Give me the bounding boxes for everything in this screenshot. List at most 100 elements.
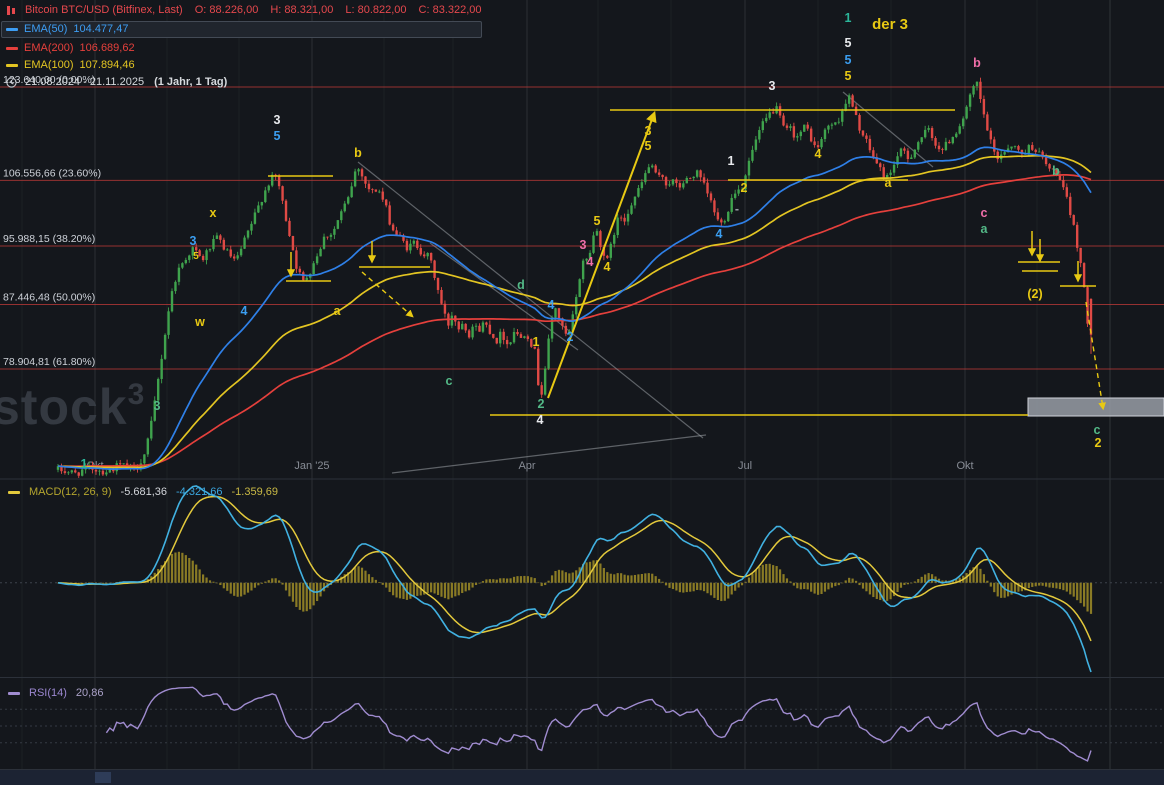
wave-label[interactable]: c xyxy=(981,206,988,220)
indicator-row-ema50[interactable]: EMA(50) 104.477,47 xyxy=(1,21,482,38)
wave-label[interactable]: a xyxy=(334,304,342,318)
wave-label[interactable]: 5 xyxy=(645,139,652,153)
macd-signal-line[interactable] xyxy=(57,495,1092,642)
wave-label[interactable]: 3 xyxy=(645,124,652,138)
wave-label[interactable]: 4 xyxy=(604,260,611,274)
ema200-line-icon xyxy=(6,47,18,50)
wave-label[interactable]: 5 xyxy=(193,251,199,262)
wave-label[interactable]: der 3 xyxy=(872,16,908,33)
wave-label[interactable]: 5 xyxy=(845,36,852,50)
fib-level-label: 95.988,15 (38.20%) xyxy=(3,233,95,245)
macd-legend-row[interactable]: MACD(12, 26, 9) -5.681,36 -4.321,66 -1.3… xyxy=(8,486,278,498)
indicator-row-ema100[interactable]: EMA(100) 107.894,46 xyxy=(6,59,482,72)
legend-overlay: Bitcoin BTC/USD (Bitfinex, Last) O: 88.2… xyxy=(1,4,482,93)
rsi-label: RSI(14) xyxy=(29,687,67,699)
wave-label[interactable]: 3 xyxy=(190,234,197,248)
macd-label: MACD(12, 26, 9) xyxy=(29,486,112,498)
macd-value-signal: -4.321,66 xyxy=(176,486,223,498)
x-axis-label: Okt xyxy=(956,460,973,472)
trendline-layer[interactable] xyxy=(357,91,934,474)
wave-label[interactable]: 2 xyxy=(538,397,545,411)
rsi-value: 20,86 xyxy=(75,687,104,699)
symbol-legend-row[interactable]: Bitcoin BTC/USD (Bitfinex, Last) O: 88.2… xyxy=(6,4,482,17)
ema50-value: 104.477,47 xyxy=(73,23,129,35)
wave-label[interactable]: c xyxy=(1094,423,1101,437)
ema200-value: 106.689,62 xyxy=(79,42,135,54)
symbol-title: Bitcoin BTC/USD (Bitfinex, Last) xyxy=(25,4,183,16)
ema100-label: EMA(100) xyxy=(24,59,74,71)
fib-level-label: 87.446,48 (50.00%) xyxy=(3,291,95,303)
fib-level-label: 78.904,81 (61.80%) xyxy=(3,356,95,368)
rsi-legend-row[interactable]: RSI(14) 20,86 xyxy=(8,687,103,699)
wave-label[interactable]: 5 xyxy=(845,69,852,83)
wave-label[interactable]: 3 xyxy=(769,79,776,93)
wave-label[interactable]: d xyxy=(517,278,525,292)
wave-label[interactable]: b xyxy=(1052,164,1060,178)
bottom-bar[interactable] xyxy=(0,770,1164,785)
wave-label[interactable]: 2 xyxy=(1095,436,1102,450)
indicator-row-ema200[interactable]: EMA(200) 106.689,62 xyxy=(6,42,482,55)
ema100-value: 107.894,46 xyxy=(79,59,135,71)
target-zone-box[interactable] xyxy=(1027,397,1164,417)
fib-level-label: 106.556,66 (23.60%) xyxy=(3,167,101,179)
yellow-annotation-layer[interactable] xyxy=(268,109,1106,416)
wave-label[interactable]: 4 xyxy=(815,147,822,161)
fib-level-label: 123.640,00 (0.00%) xyxy=(3,74,95,86)
macd-line-icon xyxy=(8,490,20,494)
wave-label[interactable]: 1 xyxy=(845,11,852,25)
x-axis-labels: Okt Jan '25 Apr Jul Okt xyxy=(86,460,973,472)
wave-label[interactable]: 2 xyxy=(567,330,574,344)
wave-label[interactable]: 2 xyxy=(741,181,748,195)
date-range-detail: (1 Jahr, 1 Tag) xyxy=(154,76,228,88)
ema100-line-icon xyxy=(6,64,18,67)
wave-label[interactable]: 4 xyxy=(537,413,544,427)
x-axis-label: Apr xyxy=(518,460,535,472)
wave-label[interactable]: x xyxy=(210,206,217,220)
wave-label[interactable]: 4 xyxy=(587,255,594,269)
stock3-watermark: stock3 xyxy=(0,378,145,435)
low-value: L: 80.822,00 xyxy=(345,4,407,16)
wave-label[interactable]: 4 xyxy=(716,227,723,241)
wave-label[interactable]: 5 xyxy=(845,53,852,67)
wave-label[interactable]: (2) xyxy=(1027,287,1042,301)
macd-value-main: -5.681,36 xyxy=(120,486,168,498)
wave-label[interactable]: 3 xyxy=(154,399,161,413)
wave-label[interactable]: c xyxy=(446,374,453,388)
high-value: H: 88.321,00 xyxy=(270,4,334,16)
wave-label[interactable]: 4 xyxy=(548,298,555,312)
wave-label[interactable]: 3 xyxy=(580,238,587,252)
open-value: O: 88.226,00 xyxy=(194,4,259,16)
wave-label[interactable]: 1 xyxy=(728,154,735,168)
ema50-label: EMA(50) xyxy=(24,23,68,35)
x-axis-label: Jul xyxy=(738,460,752,472)
date-range-text: 21.08.2024 - 21.11.2025 xyxy=(25,76,145,88)
wave-label[interactable]: 3 xyxy=(274,113,281,127)
macd-line[interactable] xyxy=(57,485,1092,673)
rsi-line[interactable] xyxy=(105,686,1092,762)
wave-label[interactable]: 1 xyxy=(533,335,540,349)
rsi-line-icon xyxy=(8,691,20,695)
wave-label[interactable]: a xyxy=(981,222,989,236)
wave-label[interactable]: 5 xyxy=(594,214,601,228)
wave-label[interactable]: - xyxy=(735,202,739,216)
date-range-row[interactable]: 21.08.2024 - 21.11.2025 (1 Jahr, 1 Tag) xyxy=(6,76,482,89)
wave-label[interactable]: 1 xyxy=(81,457,88,471)
close-value: C: 83.322,00 xyxy=(418,4,482,16)
wave-label[interactable]: w xyxy=(194,315,205,329)
clock-icon xyxy=(6,77,17,88)
wave-label[interactable]: 5 xyxy=(274,129,281,143)
wave-label[interactable]: 4 xyxy=(241,304,248,318)
ema100-line[interactable] xyxy=(57,154,1092,469)
macd-histogram[interactable] xyxy=(56,551,1093,614)
ema50-line[interactable] xyxy=(57,146,1092,470)
x-axis-label: Jan '25 xyxy=(294,460,329,472)
wave-label[interactable]: b xyxy=(973,56,981,70)
macd-value-hist: -1.359,69 xyxy=(231,486,278,498)
wave-label[interactable]: a xyxy=(885,176,893,190)
wave-label[interactable]: b xyxy=(354,146,362,160)
